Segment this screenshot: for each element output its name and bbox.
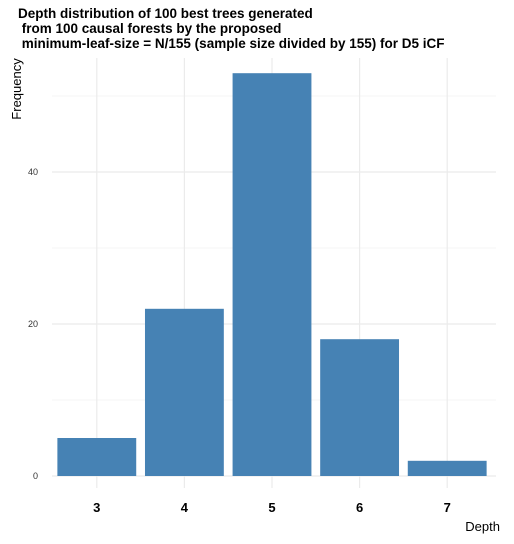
y-tick-label: 0 <box>33 471 38 481</box>
bars <box>57 73 487 476</box>
x-tick-label: 4 <box>181 500 189 515</box>
x-tick-label: 3 <box>93 500 100 515</box>
chart-title: Depth distribution of 100 best trees gen… <box>18 6 445 51</box>
x-axis-label: Depth <box>465 519 500 534</box>
bar-depth-4 <box>144 308 224 476</box>
x-tick-labels: 3 4 5 6 7 <box>93 500 451 515</box>
y-tick-label: 20 <box>28 319 38 329</box>
y-axis-label: Frequency <box>9 58 24 120</box>
bar-depth-7 <box>407 460 487 476</box>
y-tick-label: 40 <box>28 167 38 177</box>
bar-depth-6 <box>320 339 400 476</box>
bar-depth-5 <box>232 73 312 476</box>
x-tick-label: 6 <box>356 500 363 515</box>
bar-depth-3 <box>57 438 137 476</box>
x-tick-label: 5 <box>268 500 275 515</box>
x-tick-label: 7 <box>444 500 451 515</box>
y-tick-labels: 0 20 40 <box>28 167 38 481</box>
